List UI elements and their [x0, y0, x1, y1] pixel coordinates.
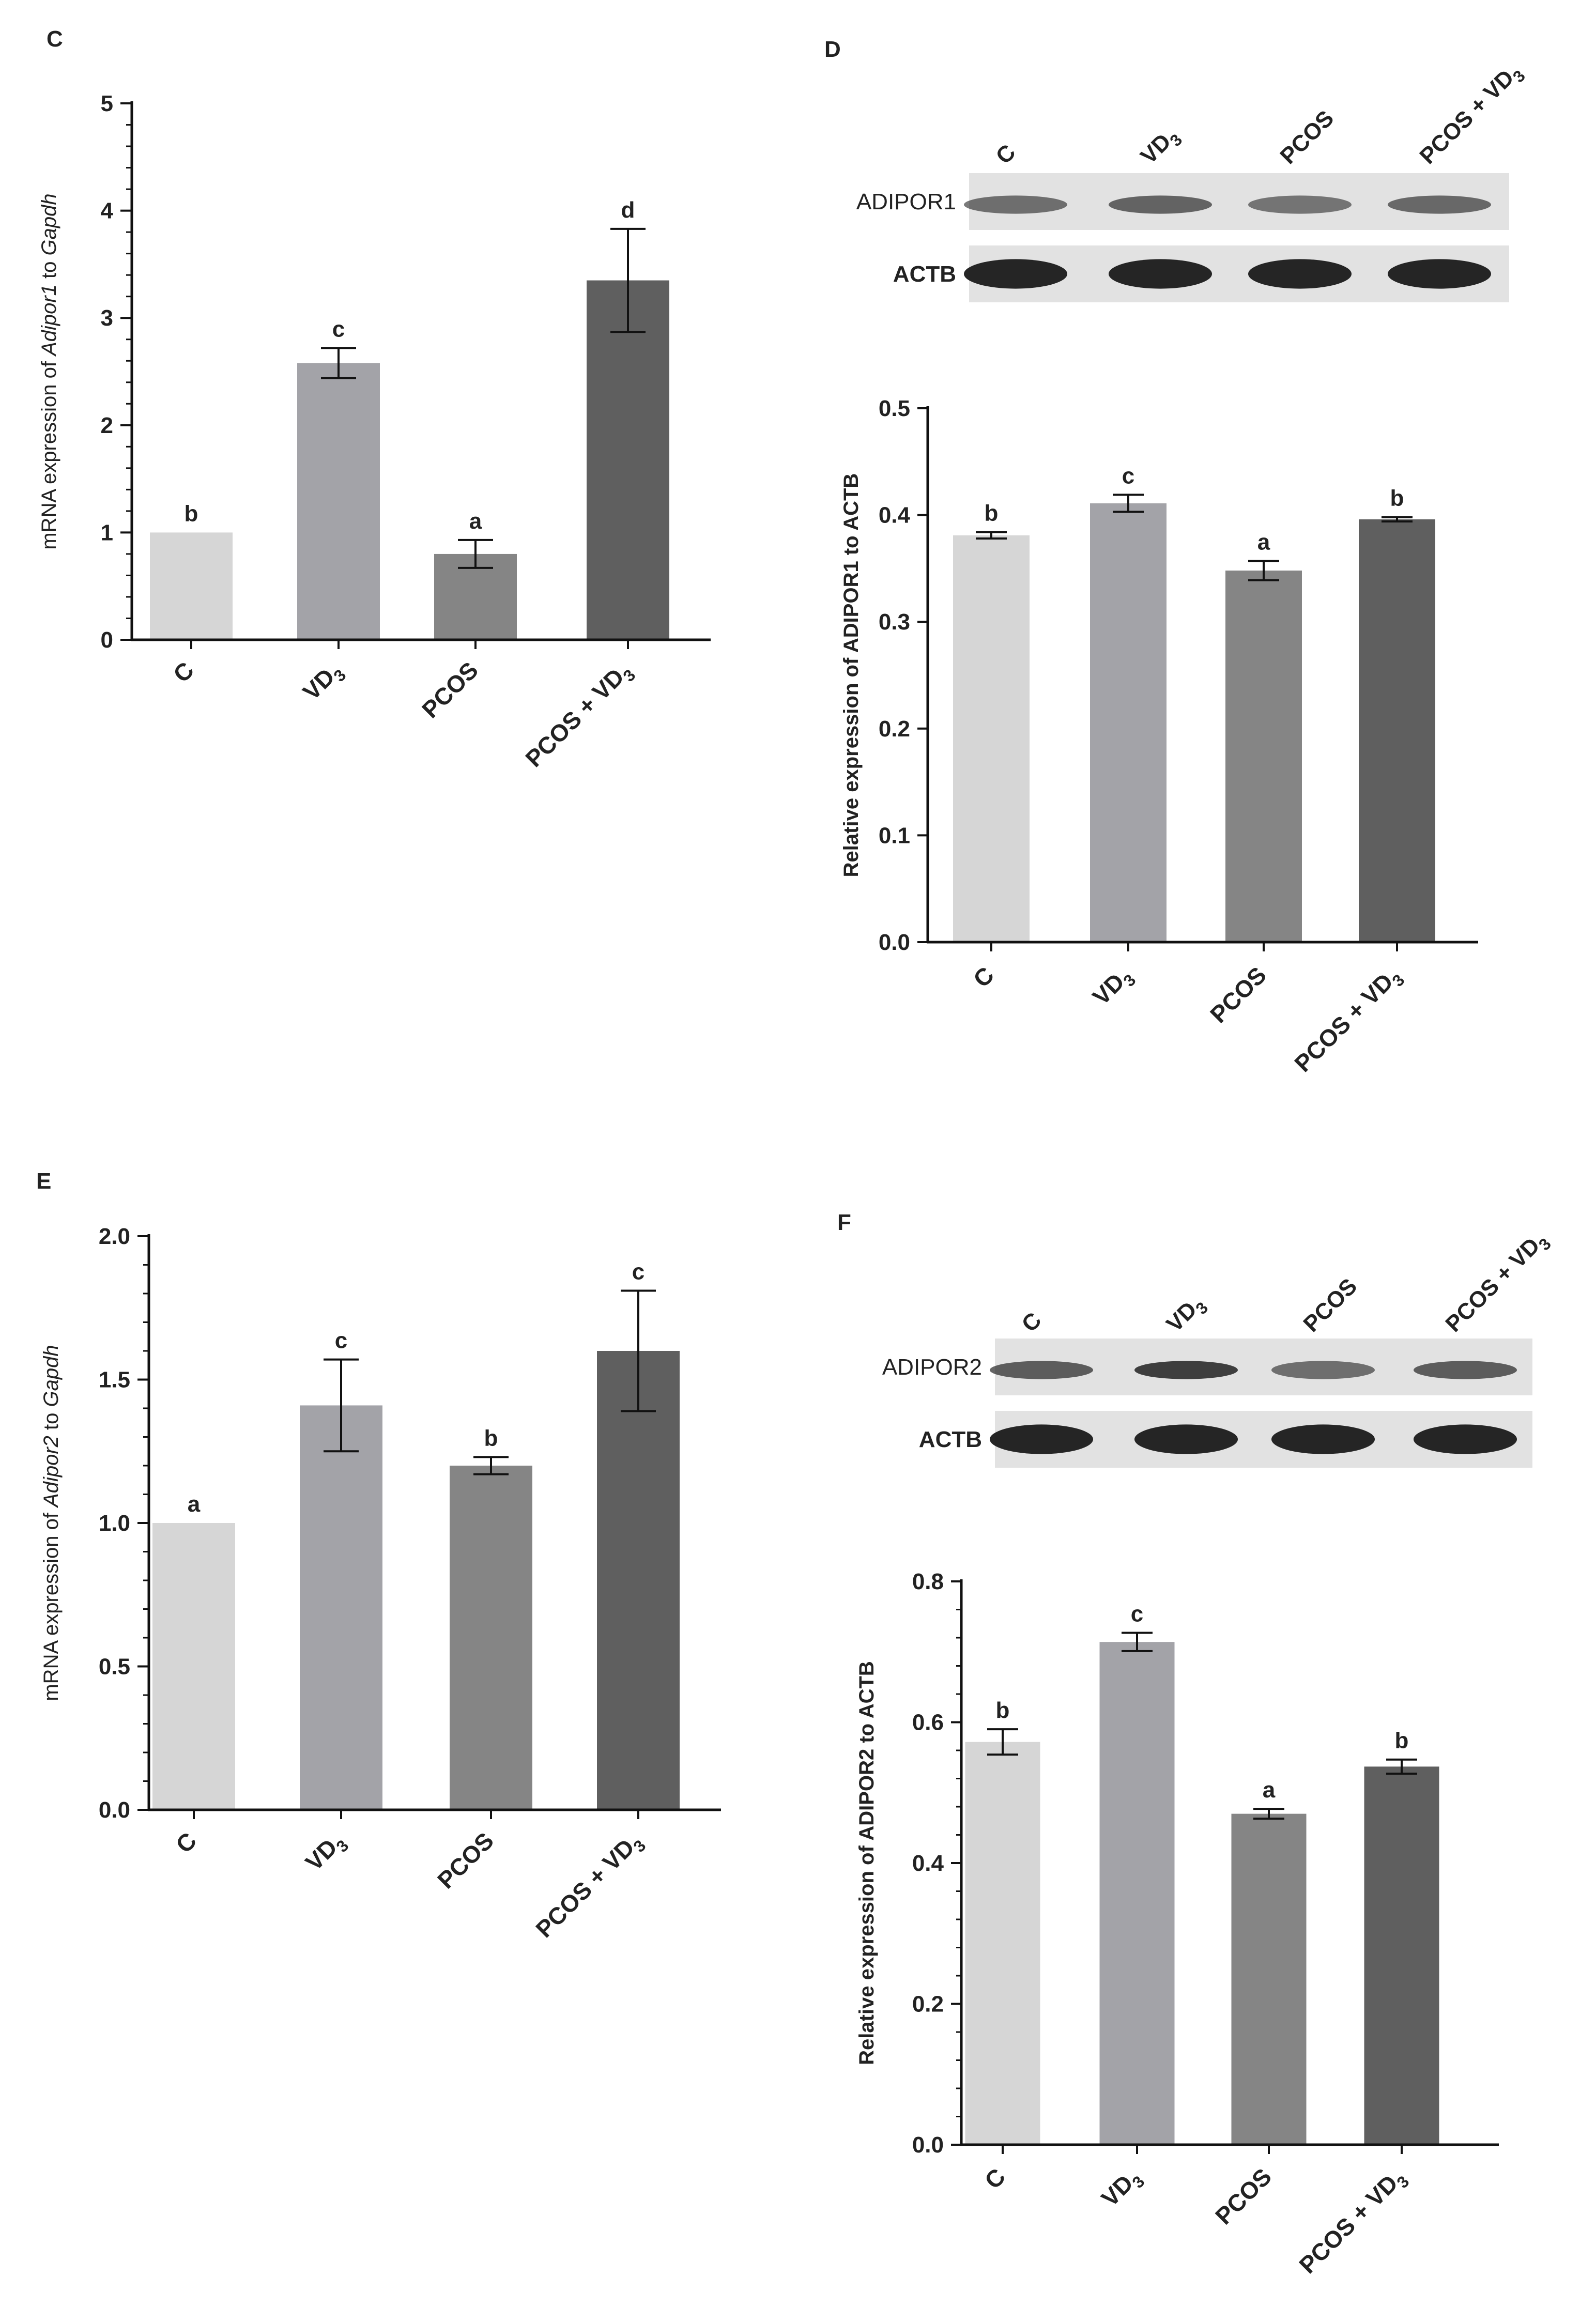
y-axis-label: mRNA expression of Adipor2 to Gapdh [40, 1345, 63, 1701]
significance-label: c [1122, 463, 1134, 488]
blot-band [964, 259, 1067, 289]
y-axis-label: Relative expression of ADIPOR1 to ACTB [840, 473, 863, 878]
error-bar [1386, 1758, 1417, 1775]
significance-label: b [1390, 486, 1404, 511]
significance-label: c [1131, 1601, 1143, 1626]
blot-row-label: ADIPOR2 [882, 1355, 982, 1380]
error-bar [976, 531, 1007, 540]
significance-label: b [985, 501, 999, 526]
error-bar [1113, 494, 1144, 513]
significance-label: c [335, 1328, 347, 1353]
blot-row-label: ACTB [893, 261, 956, 287]
y-tick-label: 1.5 [99, 1367, 130, 1393]
blot-band [990, 1361, 1093, 1379]
error-bar [610, 227, 646, 333]
blot-band [1109, 259, 1212, 289]
error-bar [1248, 560, 1279, 581]
blot-band [1271, 1424, 1375, 1454]
y-tick-label: 2 [101, 413, 113, 438]
bar-d-2 [1225, 571, 1302, 942]
bar-e-1 [300, 1405, 382, 1810]
bar-d-3 [1359, 519, 1435, 942]
significance-label: c [332, 316, 345, 342]
y-tick-label: 0.0 [99, 1797, 130, 1823]
blot-band [1388, 195, 1491, 214]
y-tick-label: 0.4 [879, 503, 911, 528]
significance-label: b [996, 1698, 1010, 1723]
error-bar [473, 1456, 509, 1475]
y-tick-label: 0.4 [912, 1851, 944, 1876]
y-tick-label: 0.0 [879, 930, 910, 955]
blot-band [1414, 1424, 1517, 1454]
significance-label: c [632, 1259, 644, 1284]
blot-band [990, 1424, 1093, 1454]
significance-label: d [621, 197, 635, 223]
y-tick-label: 0 [101, 627, 113, 653]
y-tick-label: 5 [101, 91, 113, 116]
y-tick-label: 0.0 [912, 2132, 944, 2158]
significance-label: b [1395, 1728, 1409, 1753]
significance-label: a [1263, 1777, 1276, 1803]
y-tick-label: 1.0 [99, 1511, 130, 1536]
panel-label-e: E [36, 1168, 51, 1194]
blot-band [1388, 259, 1491, 289]
blot-band [1248, 259, 1352, 289]
blot-band [1248, 195, 1352, 214]
y-tick-label: 2.0 [99, 1224, 130, 1249]
y-tick-label: 3 [101, 305, 113, 331]
y-tick-label: 0.2 [912, 1992, 944, 2017]
blot-row-label: ADIPOR1 [856, 189, 956, 214]
error-bar [621, 1289, 656, 1412]
significance-label: b [484, 1425, 498, 1451]
y-tick-label: 0.2 [879, 716, 910, 742]
blot-band [1414, 1361, 1517, 1379]
bar-f-3 [1364, 1766, 1439, 2145]
significance-label: a [469, 509, 482, 534]
error-bar [1253, 1808, 1284, 1820]
error-bar [987, 1728, 1018, 1756]
bar-e-0 [152, 1523, 235, 1810]
blot-row-label: ACTB [919, 1427, 982, 1452]
y-tick-label: 0.1 [879, 823, 910, 848]
y-tick-label: 4 [101, 198, 114, 224]
blot-band [1271, 1361, 1375, 1379]
error-bar [1382, 516, 1413, 522]
y-axis-label: Relative expression of ADIPOR2 to ACTB [855, 1661, 878, 2065]
bar-c-0 [150, 532, 233, 640]
y-axis-label: mRNA expression of Adipor1 to Gapdh [38, 193, 60, 549]
bar-e-3 [597, 1351, 680, 1810]
panel-label-c: C [47, 26, 63, 52]
bar-d-1 [1090, 503, 1167, 942]
bar-f-0 [965, 1742, 1040, 2145]
bar-d-0 [953, 535, 1030, 942]
significance-label: a [1257, 529, 1270, 555]
y-tick-label: 0.3 [879, 609, 910, 635]
y-tick-label: 1 [101, 520, 113, 545]
y-tick-label: 0.5 [879, 396, 910, 421]
error-bar [1122, 1632, 1153, 1652]
blot-band [964, 195, 1067, 214]
blot-band [1134, 1361, 1238, 1379]
bar-e-2 [450, 1466, 532, 1810]
y-tick-label: 0.5 [99, 1654, 130, 1680]
significance-label: b [185, 501, 198, 526]
error-bar [458, 539, 493, 569]
blot-band [1109, 195, 1212, 214]
significance-label: a [188, 1491, 201, 1517]
bar-f-2 [1231, 1813, 1307, 2145]
blot-band [1134, 1424, 1238, 1454]
y-tick-label: 0.6 [912, 1710, 944, 1735]
panel-label-d: D [824, 37, 841, 62]
bar-f-1 [1099, 1642, 1175, 2145]
y-tick-label: 0.8 [912, 1569, 944, 1594]
error-bar [324, 1358, 359, 1453]
panel-label-f: F [837, 1210, 851, 1235]
error-bar [321, 347, 356, 379]
bar-c-3 [587, 280, 669, 640]
bar-c-1 [297, 363, 380, 640]
